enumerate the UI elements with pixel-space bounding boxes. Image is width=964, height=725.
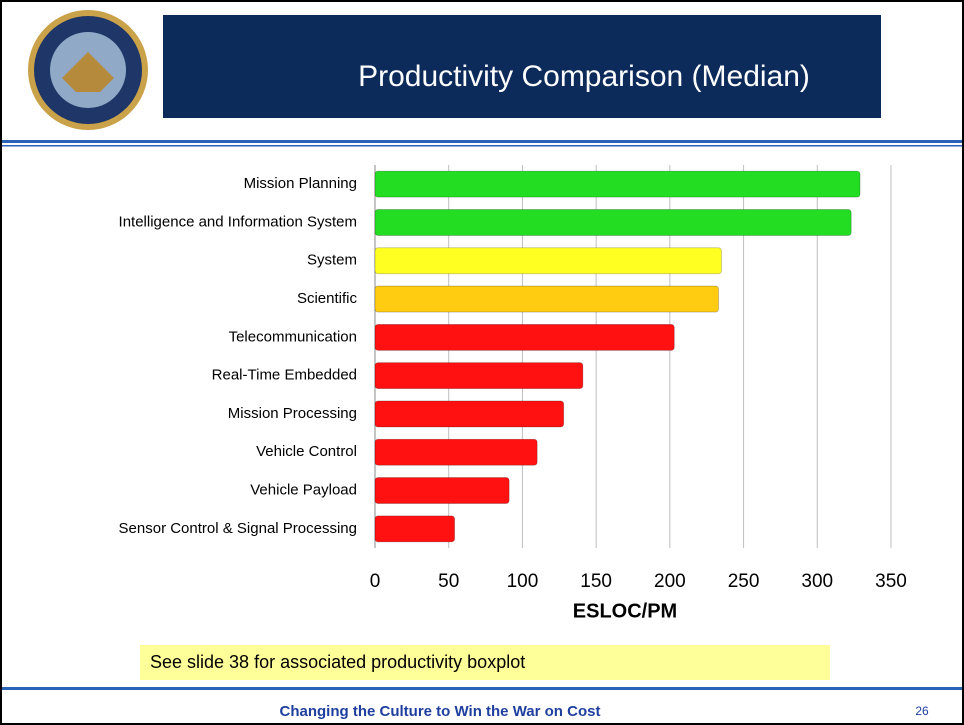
note: See slide 38 for associated productivity… [150, 652, 525, 672]
y-tick-label: Telecommunication [229, 328, 357, 345]
x-tick-label: 250 [728, 571, 760, 592]
slide-title: Productivity Comparison (Median) [358, 60, 810, 93]
x-tick-label: 50 [438, 571, 459, 592]
x-tick-label: 0 [370, 571, 381, 592]
bar [374, 170, 861, 198]
bar [374, 323, 675, 351]
footer-rule [2, 687, 962, 690]
bar [374, 400, 565, 428]
bar [374, 209, 852, 236]
y-tick-label: Scientific [297, 290, 358, 307]
x-tick-label: 150 [580, 571, 612, 592]
y-tick-label: Sensor Control & Signal Processing [119, 520, 357, 537]
y-tick-label: Real-Time Embedded [212, 367, 357, 384]
bar [374, 362, 584, 390]
x-axis-label: ESLOC/PM [573, 600, 677, 622]
y-tick-label: Vehicle Payload [250, 482, 357, 499]
y-tick-label: System [307, 252, 357, 269]
title-box [163, 15, 881, 118]
x-tick-label: 100 [507, 571, 539, 592]
y-tick-label: Intelligence and Information System [119, 213, 357, 230]
header-rule [2, 140, 962, 143]
page-number: 26 [915, 704, 929, 718]
bar [374, 438, 538, 466]
x-tick-label: 350 [875, 571, 907, 592]
plot: 0 50 100 150 200 250 300 350 ESLOC/PM Mission Pla… [119, 165, 907, 622]
header-rule-thin [2, 145, 962, 147]
bar [374, 515, 456, 543]
y-tick-label: Vehicle Control [256, 443, 357, 460]
bar [374, 285, 719, 313]
logo-eagle [62, 52, 114, 92]
y-tick-label: Mission Processing [228, 405, 357, 422]
x-tick-label: 200 [654, 571, 686, 592]
footer: Changing the Culture to Win the War on C… [280, 703, 601, 720]
bar [374, 477, 510, 504]
logo [28, 10, 148, 130]
bar [374, 247, 722, 275]
x-tick-label: 300 [801, 571, 833, 592]
note-box [140, 645, 830, 680]
y-tick-label: Mission Planning [244, 175, 357, 192]
